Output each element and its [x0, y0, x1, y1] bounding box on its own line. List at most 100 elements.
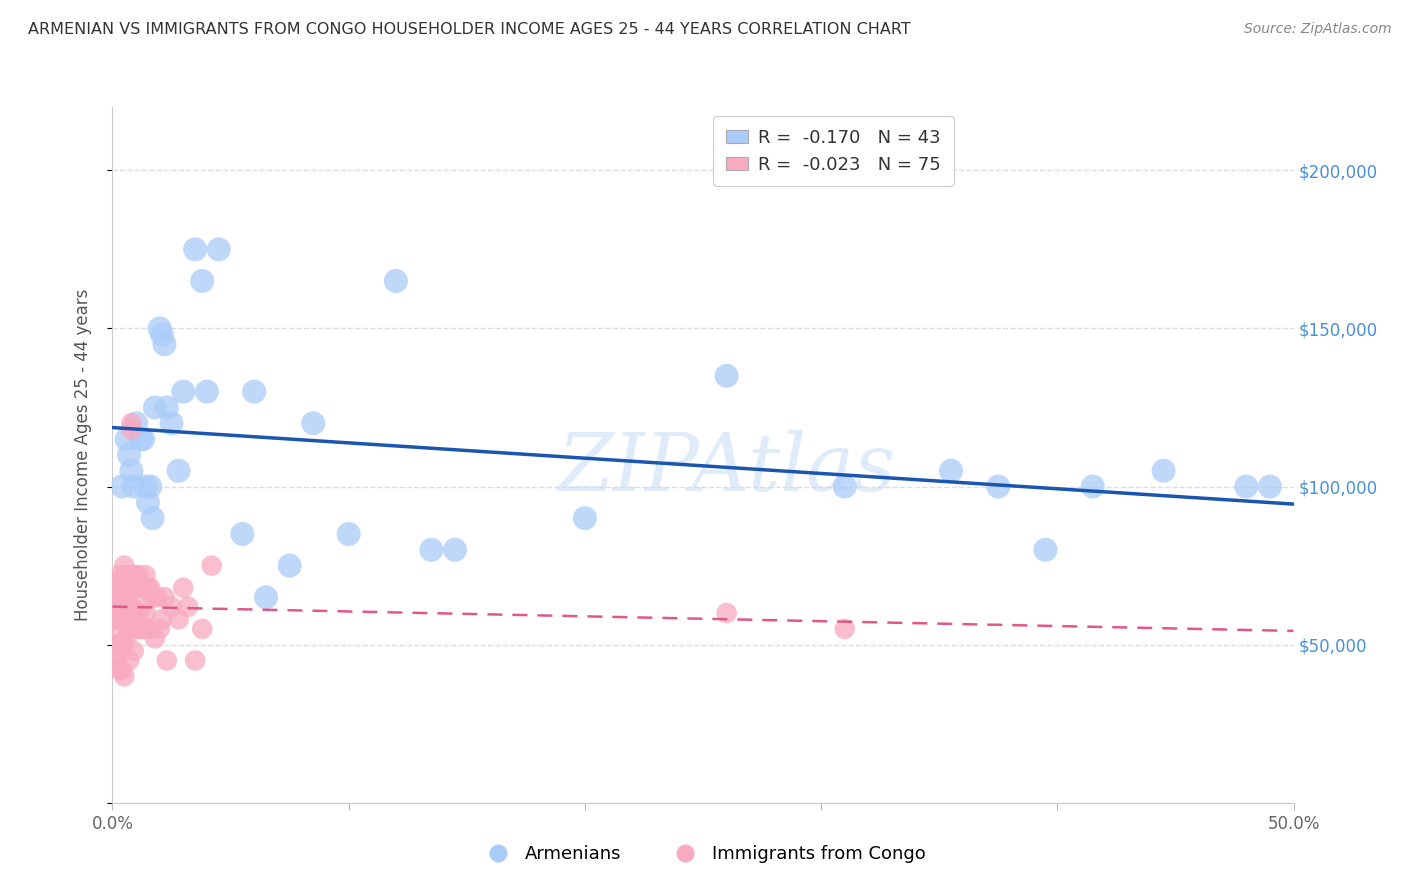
Point: [195, 384, 218, 399]
Text: Source: ZipAtlas.com: Source: ZipAtlas.com: [1244, 22, 1392, 37]
Point: [1035, 542, 1057, 557]
Text: ZIPAtlas: ZIPAtlas: [557, 430, 896, 508]
Point: [108, 663, 131, 677]
Point: [139, 622, 162, 636]
Point: [111, 612, 134, 626]
Point: [118, 448, 141, 462]
Point: [122, 644, 145, 658]
Point: [337, 527, 360, 541]
Point: [104, 581, 127, 595]
Point: [105, 632, 128, 646]
Point: [125, 417, 148, 431]
Point: [122, 606, 145, 620]
Point: [939, 464, 962, 478]
Point: [108, 599, 131, 614]
Point: [302, 417, 325, 431]
Point: [136, 581, 159, 595]
Point: [143, 401, 166, 415]
Point: [201, 558, 224, 573]
Legend: Armenians, Immigrants from Congo: Armenians, Immigrants from Congo: [472, 838, 934, 871]
Point: [127, 568, 149, 582]
Point: [231, 527, 253, 541]
Point: [115, 606, 138, 620]
Point: [139, 581, 162, 595]
Point: [105, 574, 128, 589]
Point: [129, 581, 152, 595]
Point: [153, 591, 176, 605]
Point: [167, 612, 190, 626]
Point: [142, 591, 165, 605]
Point: [118, 599, 141, 614]
Point: [118, 622, 141, 636]
Point: [156, 653, 179, 667]
Point: [118, 568, 141, 582]
Point: [172, 581, 194, 595]
Point: [1234, 479, 1257, 493]
Point: [125, 622, 148, 636]
Point: [149, 622, 172, 636]
Point: [142, 511, 165, 525]
Point: [150, 612, 173, 626]
Point: [987, 479, 1010, 493]
Point: [120, 599, 142, 614]
Point: [127, 606, 149, 620]
Point: [111, 574, 134, 589]
Point: [834, 622, 856, 636]
Point: [111, 591, 134, 605]
Point: [716, 368, 738, 383]
Text: ARMENIAN VS IMMIGRANTS FROM CONGO HOUSEHOLDER INCOME AGES 25 - 44 YEARS CORRELAT: ARMENIAN VS IMMIGRANTS FROM CONGO HOUSEH…: [28, 22, 911, 37]
Point: [108, 612, 131, 626]
Point: [108, 581, 131, 595]
Point: [120, 464, 142, 478]
Point: [143, 591, 166, 605]
Point: [112, 574, 135, 589]
Point: [146, 591, 169, 605]
Point: [574, 511, 596, 525]
Point: [108, 568, 131, 582]
Point: [120, 568, 142, 582]
Point: [191, 274, 214, 288]
Point: [156, 401, 179, 415]
Point: [112, 669, 135, 683]
Point: [167, 464, 190, 478]
Point: [135, 568, 157, 582]
Point: [184, 243, 207, 257]
Point: [150, 327, 173, 342]
Point: [184, 653, 207, 667]
Point: [125, 568, 148, 582]
Point: [111, 638, 134, 652]
Point: [160, 599, 183, 614]
Point: [132, 622, 155, 636]
Point: [172, 384, 194, 399]
Point: [122, 479, 145, 493]
Point: [112, 612, 135, 626]
Point: [153, 337, 176, 351]
Point: [120, 417, 142, 431]
Point: [118, 653, 141, 667]
Point: [243, 384, 266, 399]
Point: [112, 591, 135, 605]
Point: [1258, 479, 1281, 493]
Point: [108, 638, 131, 652]
Point: [120, 423, 142, 437]
Point: [136, 495, 159, 509]
Y-axis label: Householder Income Ages 25 - 44 years: Householder Income Ages 25 - 44 years: [73, 289, 91, 621]
Point: [254, 591, 277, 605]
Point: [105, 612, 128, 626]
Point: [122, 568, 145, 582]
Point: [115, 581, 138, 595]
Point: [135, 479, 157, 493]
Point: [420, 542, 443, 557]
Point: [143, 632, 166, 646]
Point: [112, 638, 135, 652]
Point: [115, 432, 138, 446]
Point: [105, 653, 128, 667]
Point: [716, 606, 738, 620]
Point: [139, 479, 162, 493]
Point: [278, 558, 301, 573]
Point: [112, 558, 135, 573]
Point: [125, 591, 148, 605]
Point: [191, 622, 214, 636]
Point: [104, 612, 127, 626]
Point: [115, 568, 138, 582]
